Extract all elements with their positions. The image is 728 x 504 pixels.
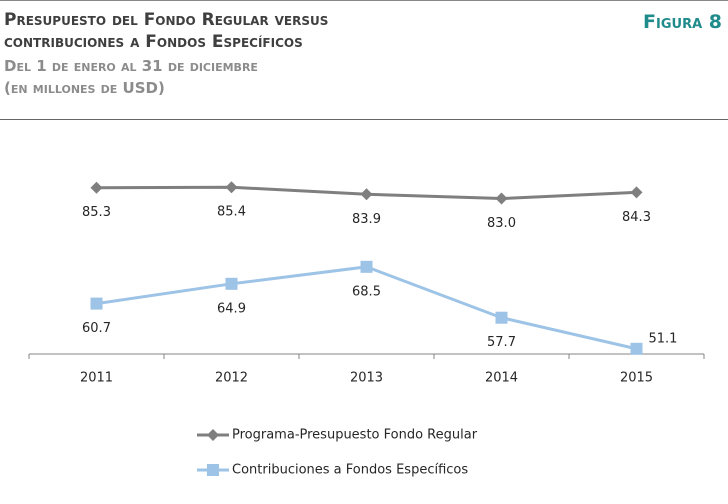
subtitle: Del 1 de enero al 31 de diciembre [4, 57, 258, 75]
data-label: 85.3 [82, 205, 111, 220]
marker [495, 311, 508, 324]
units: (en millones de USD) [4, 79, 165, 97]
marker [225, 277, 238, 290]
marker [495, 192, 508, 205]
data-label: 57.7 [487, 335, 516, 350]
data-label: 64.9 [217, 301, 246, 316]
marker [360, 188, 373, 201]
marker [207, 429, 219, 441]
marker [90, 181, 103, 194]
data-label: 51.1 [649, 331, 678, 346]
data-label: 83.0 [487, 216, 516, 231]
marker [360, 260, 373, 273]
series-line [96, 265, 637, 351]
data-label: 60.7 [82, 321, 111, 336]
data-label: 83.9 [352, 212, 381, 227]
x-tick-label: 2013 [350, 371, 383, 386]
legend-label: Programa-Presupuesto Fondo Regular [232, 428, 478, 443]
marker [630, 342, 643, 355]
x-tick-label: 2015 [620, 371, 653, 386]
legend-label: Contribuciones a Fondos Específicos [232, 463, 468, 478]
marker [630, 186, 643, 199]
header: Presupuesto del Fondo Regular versus con… [0, 0, 728, 120]
data-label: 68.5 [352, 284, 381, 299]
marker [90, 297, 103, 310]
data-label: 85.4 [217, 205, 246, 220]
marker [207, 464, 219, 476]
data-label: 84.3 [622, 210, 651, 225]
figure-label: Figura 8 [643, 11, 722, 33]
marker [225, 181, 238, 194]
x-tick-label: 2011 [80, 371, 113, 386]
title-line: contribuciones a Fondos Específicos [4, 32, 303, 52]
x-tick-label: 2014 [485, 371, 518, 386]
title-line: Presupuesto del Fondo Regular versus [4, 10, 329, 30]
x-tick-label: 2012 [215, 371, 248, 386]
